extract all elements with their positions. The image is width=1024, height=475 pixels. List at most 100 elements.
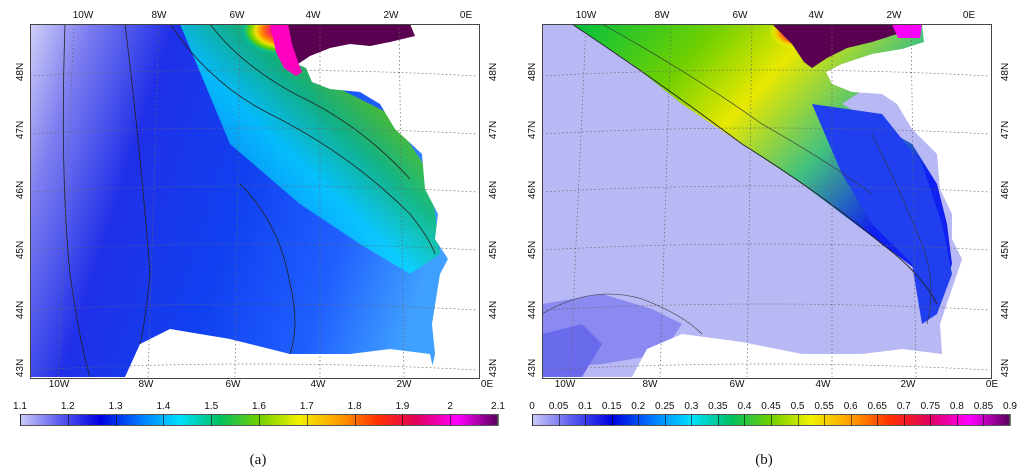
map-panel-b: 10W 8W 6W 4W 2W 0E 10W 8W 6W 4W 2W 0E 48… [512, 0, 1024, 475]
colorbar-tick-label: 0.1 [578, 401, 593, 412]
colorbar-tick-mark [498, 414, 499, 426]
colorbar-tick-label: 0.25 [655, 401, 675, 412]
lon-label-top: 6W [732, 10, 748, 21]
colorbar-tick-label: 0.3 [684, 401, 699, 412]
colorbar-tick-label: 1.9 [395, 401, 410, 412]
colorbar-tick-mark [450, 414, 452, 426]
lon-label-top: 2W [886, 10, 902, 21]
lon-label-top: 6W [229, 10, 245, 21]
colorbar-tick-mark [211, 414, 213, 426]
colorbar-tick-mark [744, 414, 746, 426]
map-panel-a: 10W 8W 6W 4W 2W 0E 10W 8W 6W 4W 2W 0E 48… [13, 10, 505, 469]
colorbar-tick-mark [691, 414, 693, 426]
lon-label-top: 8W [654, 10, 670, 21]
colorbar-tick-label: 0.6 [843, 401, 858, 412]
lat-label-right: 47N [488, 120, 500, 140]
lon-label-bottom: 6W [729, 379, 745, 390]
lat-label-right: 46N [488, 180, 500, 200]
lat-label-right: 46N [1000, 180, 1012, 200]
lat-label-left: 44N [527, 300, 539, 320]
colorbar-tick-label: 0.2 [631, 401, 646, 412]
lat-label-left: 43N [527, 358, 539, 378]
colorbar-tick-label: 1.5 [204, 401, 219, 412]
lon-label-top: 8W [151, 10, 167, 21]
lon-label-bottom: 2W [900, 379, 916, 390]
colorbar-tick-mark [402, 414, 404, 426]
colorbar-tick-mark [259, 414, 260, 426]
lat-label-right: 44N [488, 300, 500, 320]
lat-label-left: 48N [15, 62, 27, 82]
colorbar-tick-label: 0.9 [1003, 401, 1017, 412]
colorbar-tick-label: 0.7 [896, 401, 911, 412]
colorbar-tick-mark [558, 414, 560, 426]
lon-label-top: 10W [72, 10, 94, 21]
colorbar-tick-mark [67, 414, 69, 426]
colorbar-tick-label: 0.75 [920, 401, 941, 412]
colorbar-tick-mark [611, 414, 613, 426]
lon-label-top: 4W [305, 10, 321, 21]
lat-label-left: 48N [527, 62, 539, 82]
colorbar-tick-mark [956, 414, 958, 426]
lon-label-top: 0E [459, 10, 473, 21]
colorbar-tick-mark [797, 414, 799, 426]
lat-label-left: 47N [527, 120, 539, 140]
lat-label-left: 44N [15, 300, 27, 320]
colorbar-tick-mark [638, 414, 640, 426]
colorbar-tick-label: 1.6 [252, 401, 266, 412]
colorbar-tick-mark [717, 414, 719, 426]
colorbar-tick-label: 2 [447, 401, 453, 412]
colorbar-tick-label: 1.3 [108, 401, 123, 412]
lon-label-bottom: 2W [396, 379, 412, 390]
lat-label-left: 47N [15, 120, 27, 140]
lon-label-bottom: 0E [985, 379, 999, 390]
colorbar-tick-mark [850, 414, 852, 426]
map-svg-b [542, 24, 990, 377]
lon-label-bottom: 10W [48, 379, 70, 390]
colorbar-tick-mark [664, 414, 666, 426]
colorbar-tick-label: 0.8 [949, 401, 964, 412]
colorbar-tick-label: 1.7 [299, 401, 314, 412]
lat-label-left: 43N [15, 358, 27, 378]
map-svg-a [30, 24, 478, 377]
map-frame-b [542, 24, 990, 377]
lat-label-right: 48N [488, 62, 500, 82]
lat-label-right: 45N [1000, 240, 1012, 260]
colorbar-tick-label: 1.2 [60, 401, 75, 412]
colorbar-tick-mark [824, 414, 826, 426]
colorbar-tick-mark [1010, 414, 1011, 426]
lat-label-left: 45N [15, 240, 27, 260]
lat-label-left: 45N [527, 240, 539, 260]
colorbar-tick-label: 0.35 [708, 401, 728, 412]
lon-label-top: 10W [575, 10, 597, 21]
panel-caption-a: (a) [249, 452, 267, 468]
colorbar-tick-label: 1.4 [156, 401, 171, 412]
colorbar-tick-label: 0 [529, 401, 535, 412]
lon-label-bottom: 10W [554, 379, 576, 390]
colorbar-tick-label: 0.5 [790, 401, 805, 412]
colorbar-tick-label: 0.55 [814, 401, 834, 412]
colorbar-tick-mark [983, 414, 985, 426]
colorbar-tick-label: 0.65 [867, 401, 887, 412]
lat-label-right: 48N [1000, 62, 1012, 82]
colorbar-tick-label: 0.15 [601, 401, 622, 412]
lat-label-right: 45N [488, 240, 500, 260]
colorbar-tick-mark [877, 414, 879, 426]
colorbar-tick-label: 0.85 [973, 401, 994, 412]
colorbar-tick-mark [20, 414, 21, 426]
colorbar-tick-mark [771, 414, 772, 426]
lon-label-bottom: 4W [815, 379, 831, 390]
lon-label-top: 4W [808, 10, 824, 21]
lat-label-right: 43N [1000, 358, 1012, 378]
lon-label-bottom: 6W [225, 379, 241, 390]
map-frame-a [30, 24, 478, 377]
lon-label-top: 0E [962, 10, 976, 21]
lon-label-top: 2W [383, 10, 399, 21]
colorbar-tick-mark [585, 414, 587, 426]
colorbar-tick-label: 1.1 [13, 401, 27, 412]
colorbar-tick-mark [930, 414, 932, 426]
lat-label-right: 44N [1000, 300, 1012, 320]
panel-caption-b: (b) [755, 452, 773, 468]
colorbar-tick-mark [163, 414, 165, 426]
colorbar-tick-mark [532, 414, 533, 426]
lon-label-bottom: 0E [480, 379, 494, 390]
